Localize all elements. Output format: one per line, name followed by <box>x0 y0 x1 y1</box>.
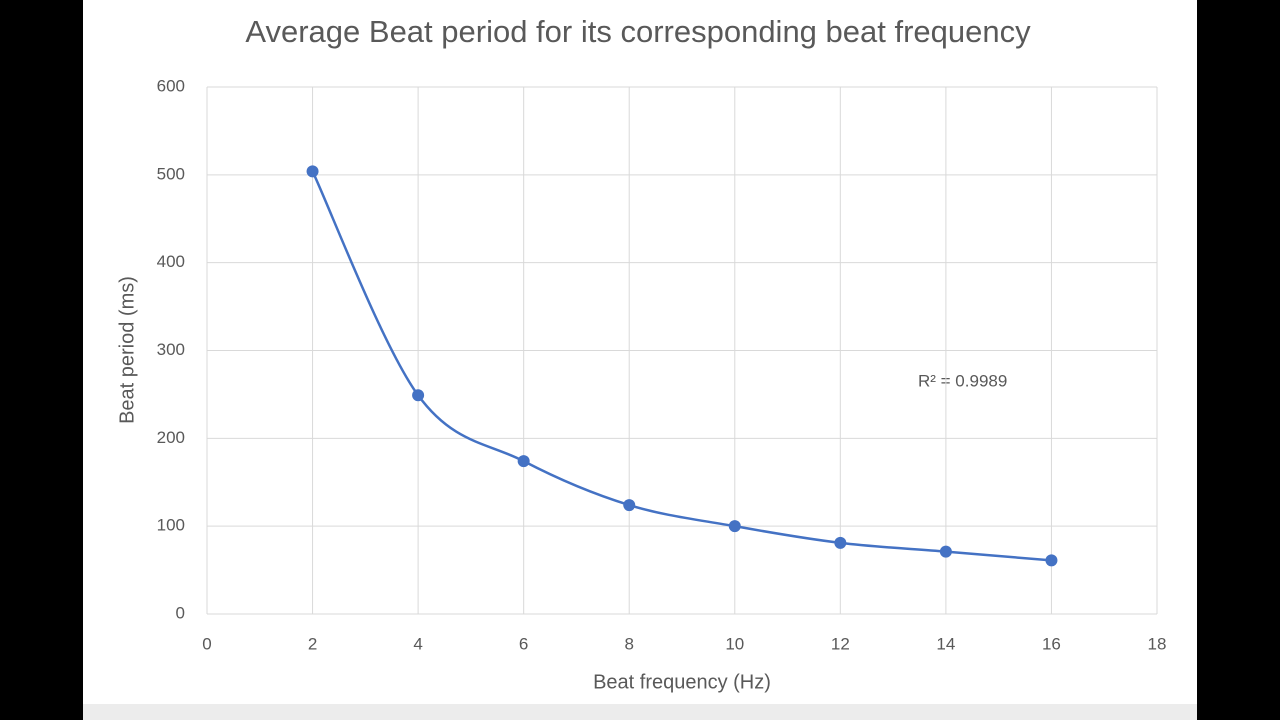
x-tick-label: 14 <box>936 634 955 653</box>
slide <box>83 0 1197 720</box>
bottom-bar <box>83 704 1197 720</box>
x-tick-label: 18 <box>1148 634 1167 653</box>
x-axis-label: Beat frequency (Hz) <box>593 671 771 693</box>
y-tick-label: 100 <box>157 516 185 535</box>
annotation: R² = 0.9989 <box>918 371 1007 390</box>
data-point <box>939 545 952 558</box>
x-tick-label: 2 <box>308 634 317 653</box>
trendline <box>311 170 1052 562</box>
data-point <box>1045 554 1058 567</box>
x-tick-label: 4 <box>413 634 422 653</box>
y-tick-label: 400 <box>157 252 185 271</box>
y-tick-label: 0 <box>176 603 185 622</box>
chart-title: Average Beat period for its correspondin… <box>245 14 1031 49</box>
data-point <box>834 536 847 549</box>
y-tick-label: 200 <box>157 428 185 447</box>
x-tick-label: 16 <box>1042 634 1061 653</box>
data-point <box>412 389 425 402</box>
y-tick-label: 300 <box>157 340 185 359</box>
x-tick-label: 0 <box>202 634 211 653</box>
y-tick-label: 600 <box>157 76 185 95</box>
data-point <box>623 499 636 512</box>
x-tick-label: 12 <box>831 634 850 653</box>
x-tick-label: 10 <box>725 634 744 653</box>
x-tick-label: 8 <box>624 634 633 653</box>
x-tick-label: 6 <box>519 634 528 653</box>
data-point <box>728 520 741 533</box>
y-tick-label: 500 <box>157 164 185 183</box>
y-axis-label: Beat period (ms) <box>116 276 138 424</box>
data-point <box>306 165 319 178</box>
data-point <box>517 455 530 468</box>
